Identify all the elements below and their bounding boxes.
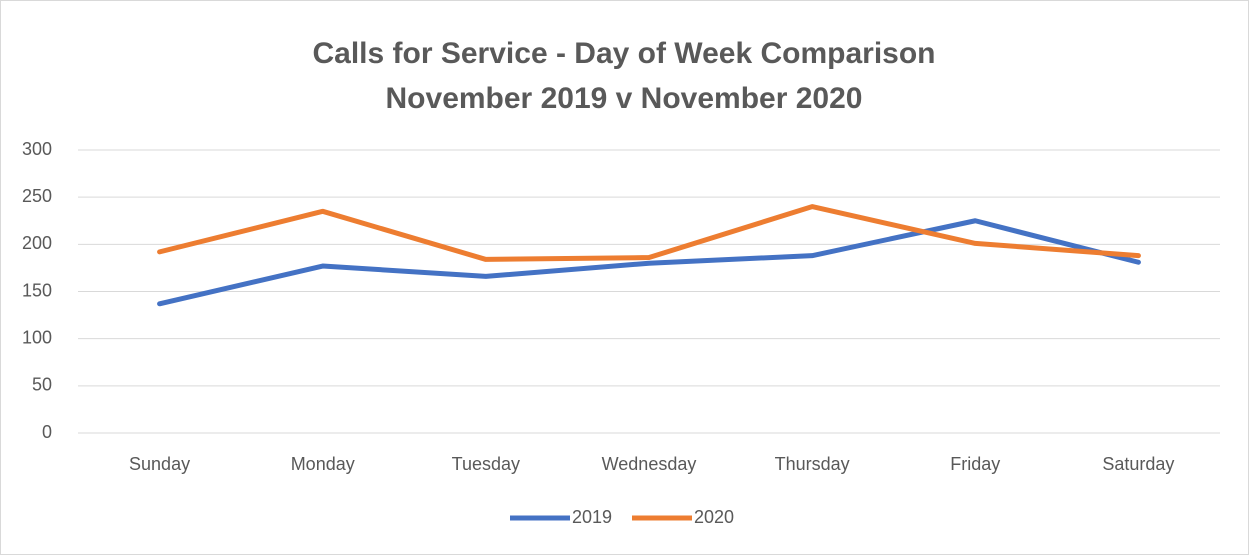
x-tick-label: Saturday	[1102, 454, 1174, 474]
chart-title: Calls for Service - Day of Week Comparis…	[313, 37, 936, 70]
series-line	[157, 218, 1141, 307]
chart-subtitle: November 2019 v November 2020	[386, 82, 863, 115]
y-tick-label: 100	[22, 327, 52, 347]
x-tick-label: Tuesday	[452, 454, 520, 474]
x-tick-label: Monday	[291, 454, 355, 474]
x-tick-label: Wednesday	[602, 454, 697, 474]
y-tick-label: 200	[22, 233, 52, 253]
x-tick-label: Friday	[950, 454, 1000, 474]
y-tick-label: 300	[22, 139, 52, 159]
y-tick-label: 250	[22, 186, 52, 206]
x-tick-label: Sunday	[129, 454, 190, 474]
y-tick-label: 0	[42, 422, 52, 442]
series-line	[157, 204, 1141, 262]
y-tick-label: 50	[32, 375, 52, 395]
x-tick-label: Thursday	[775, 454, 850, 474]
legend-label: 2020	[694, 507, 734, 527]
legend-label: 2019	[572, 507, 612, 527]
y-tick-label: 150	[22, 280, 52, 300]
